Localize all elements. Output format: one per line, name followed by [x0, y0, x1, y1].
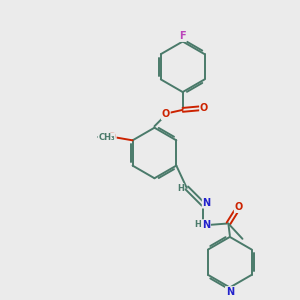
- Text: O: O: [162, 109, 170, 119]
- Text: N: N: [202, 198, 211, 208]
- Text: O: O: [108, 132, 116, 142]
- Text: O: O: [235, 202, 243, 212]
- Text: N: N: [202, 220, 210, 230]
- Text: N: N: [226, 287, 234, 297]
- Text: H: H: [194, 220, 201, 229]
- Text: F: F: [179, 31, 186, 41]
- Text: O: O: [200, 103, 208, 113]
- Text: CH₃: CH₃: [98, 133, 115, 142]
- Text: H: H: [177, 184, 184, 193]
